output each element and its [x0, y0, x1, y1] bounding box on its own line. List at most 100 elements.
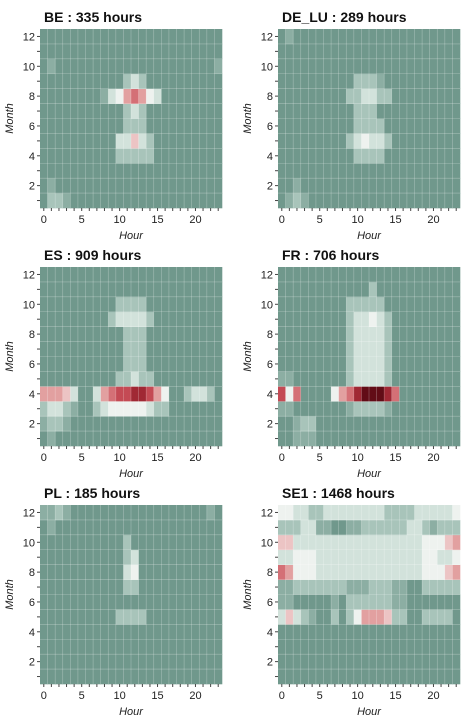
heatmap-cell [206, 281, 215, 298]
heatmap-cell [85, 594, 94, 610]
heatmap-cell [308, 281, 317, 298]
heatmap-cell [406, 163, 415, 179]
heatmap-cell [300, 639, 309, 655]
heatmap-cell [62, 118, 71, 134]
heatmap-cell [338, 669, 347, 685]
heatmap-cell [452, 193, 461, 209]
heatmap-cell [338, 296, 347, 313]
heatmap-cell [146, 281, 155, 298]
heatmap-cell [452, 103, 461, 119]
heatmap-cell [406, 624, 415, 640]
heatmap-cell [191, 103, 200, 119]
heatmap-cell [338, 371, 347, 387]
heatmap-cell [331, 624, 339, 640]
heatmap-cell [399, 505, 408, 521]
heatmap-cell [369, 669, 377, 685]
heatmap-cell [55, 178, 64, 194]
heatmap-cell [285, 88, 294, 104]
heatmap-cell [184, 29, 192, 45]
y-tick-label: 2 [29, 181, 35, 193]
heatmap-cell [176, 654, 185, 670]
heatmap-cell [384, 193, 393, 209]
heatmap-cell [444, 163, 453, 179]
heatmap-cell [123, 639, 132, 655]
heatmap-cell [293, 371, 302, 387]
y-tick-label: 4 [267, 151, 273, 163]
heatmap-cell [376, 505, 385, 521]
heatmap-cell [391, 58, 400, 75]
heatmap-cell [55, 669, 64, 685]
heatmap-cell [429, 609, 438, 625]
heatmap-cell [123, 58, 132, 75]
panel-title: SE1 : 1468 hours [282, 485, 395, 501]
heatmap-cell [214, 267, 223, 283]
heatmap-cell [338, 326, 347, 342]
heatmap-cell [429, 103, 438, 119]
heatmap-cell [346, 29, 355, 45]
heatmap-cell [115, 29, 124, 45]
heatmap-cell [278, 654, 286, 670]
heatmap-cell [399, 267, 408, 283]
heatmap-cell [161, 326, 170, 342]
heatmap-cell [278, 58, 286, 75]
heatmap-cell [206, 296, 215, 313]
heatmap-cell [300, 624, 309, 640]
heatmap-cell [214, 416, 223, 432]
heatmap-cell [346, 163, 355, 179]
y-tick-label: 2 [29, 657, 35, 669]
heatmap-cell [308, 669, 317, 685]
heatmap-cell [414, 639, 423, 655]
heatmap-cell [62, 163, 71, 179]
heatmap-cell [437, 401, 446, 417]
heatmap-cell [323, 579, 332, 595]
heatmap-cell [361, 579, 370, 595]
heatmap-cell [55, 73, 64, 89]
heatmap-cell [55, 311, 64, 327]
heatmap-cell [414, 624, 423, 640]
heatmap-cell [376, 639, 385, 655]
heatmap-cell [93, 58, 101, 75]
y-tick-label: 6 [29, 121, 35, 133]
heatmap-cell [55, 148, 64, 164]
heatmap-cell [168, 103, 177, 119]
heatmap-cell [85, 371, 94, 387]
heatmap-cell [300, 386, 309, 402]
heatmap-cell [77, 29, 86, 45]
heatmap-cell [452, 311, 461, 327]
heatmap-cell [191, 133, 200, 149]
y-tick-label: 12 [261, 269, 273, 281]
heatmap-cell [422, 133, 430, 149]
heatmap-cell [308, 416, 317, 432]
heatmap-cell [168, 669, 177, 685]
x-tick-label: 0 [279, 214, 285, 226]
heatmap-cell [399, 281, 408, 298]
x-tick-label: 5 [317, 452, 323, 464]
heatmap-cell [369, 118, 377, 134]
heatmap-cell [384, 326, 393, 342]
heatmap-cell [199, 58, 208, 75]
heatmap-cell [168, 401, 177, 417]
heatmap-cell [184, 148, 192, 164]
heatmap-cell [308, 43, 317, 60]
heatmap-cell [414, 386, 423, 402]
heatmap-cell [414, 103, 423, 119]
heatmap-cell [414, 88, 423, 104]
heatmap-cell [146, 371, 155, 387]
heatmap-cell [108, 669, 117, 685]
heatmap-cell [406, 311, 415, 327]
heatmap-cell [168, 579, 177, 595]
heatmap-cell [308, 341, 317, 357]
heatmap-cell [452, 341, 461, 357]
heatmap-cell [115, 103, 124, 119]
heatmap-cell [399, 401, 408, 417]
heatmap-cell [376, 579, 385, 595]
heatmap-cell [115, 624, 124, 640]
heatmap-cell [70, 371, 79, 387]
x-tick-label: 20 [189, 452, 201, 464]
heatmap-cell [153, 118, 162, 134]
heatmap-cell [199, 505, 208, 521]
heatmap-cell [153, 371, 162, 387]
heatmap-cell [55, 624, 64, 640]
heatmap-cell [176, 163, 185, 179]
heatmap-cell [161, 519, 170, 536]
